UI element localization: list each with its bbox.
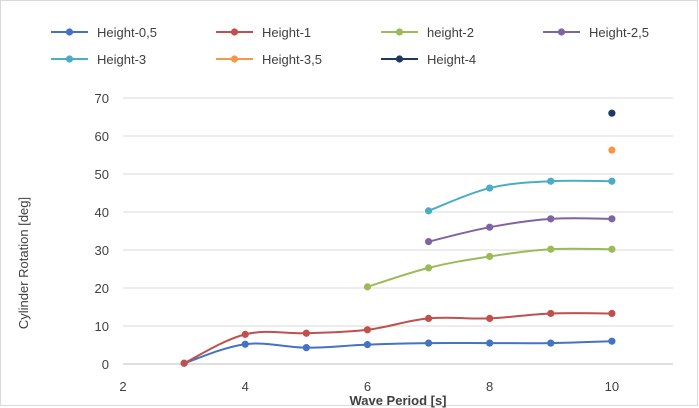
data-point bbox=[608, 245, 616, 253]
legend: Height-0,5 Height-1 height-2 Height-2,5 Heig… bbox=[51, 25, 649, 67]
series-2 bbox=[180, 309, 616, 367]
series-7 bbox=[608, 109, 616, 117]
legend-label: Height-3 bbox=[97, 52, 146, 67]
data-point bbox=[363, 326, 372, 334]
legend-point-marker bbox=[395, 55, 404, 63]
x-axis-title: Wave Period [s] bbox=[349, 393, 446, 408]
data-point bbox=[547, 309, 555, 318]
legend-item: Height-3,5 bbox=[216, 52, 322, 67]
y-tick-label: 40 bbox=[95, 205, 109, 220]
legend-point-marker bbox=[395, 28, 404, 36]
data-point bbox=[424, 314, 433, 322]
data-point bbox=[547, 245, 555, 253]
data-point bbox=[424, 207, 433, 215]
series-line bbox=[183, 312, 612, 365]
data-point bbox=[363, 283, 372, 291]
data-point bbox=[486, 339, 494, 347]
x-tick-label: 8 bbox=[486, 379, 493, 394]
data-point bbox=[547, 177, 555, 185]
data-point bbox=[424, 264, 433, 272]
axes: 0 10 20 30 40 50 60 70 2 4 6 8 10 bbox=[95, 91, 673, 394]
data-point bbox=[547, 339, 555, 347]
data-point bbox=[608, 309, 616, 318]
data-point bbox=[608, 177, 616, 185]
legend-item: Height-4 bbox=[381, 52, 476, 67]
y-tick-label: 0 bbox=[102, 357, 109, 372]
legend-label: Height-2,5 bbox=[589, 25, 649, 40]
data-point bbox=[608, 337, 616, 345]
data-point bbox=[363, 341, 372, 349]
y-tick-label: 10 bbox=[95, 319, 109, 334]
data-point bbox=[608, 146, 616, 154]
y-tick-label: 50 bbox=[95, 167, 109, 182]
legend-item: Height-0,5 bbox=[51, 25, 157, 40]
data-point bbox=[547, 215, 555, 223]
legend-item: Height-3 bbox=[51, 52, 146, 67]
y-axis-title: Cylinder Rotation [deg] bbox=[16, 197, 31, 329]
legend-point-marker bbox=[65, 28, 74, 36]
series-5 bbox=[424, 177, 616, 215]
series-6 bbox=[608, 146, 616, 154]
x-tick-label: 4 bbox=[242, 379, 249, 394]
x-tick-label: 2 bbox=[119, 379, 126, 394]
legend-point-marker bbox=[230, 55, 239, 63]
data-point bbox=[608, 109, 616, 117]
data-point bbox=[241, 340, 249, 348]
gridlines bbox=[123, 97, 673, 327]
data-point bbox=[241, 330, 249, 338]
legend-label: Height-4 bbox=[427, 52, 476, 67]
data-point bbox=[302, 329, 310, 337]
legend-label: height-2 bbox=[427, 25, 474, 40]
legend-item: Height-1 bbox=[216, 25, 311, 40]
data-point bbox=[608, 215, 616, 223]
series-4 bbox=[424, 215, 616, 246]
data-point bbox=[486, 223, 494, 231]
data-point bbox=[486, 184, 494, 192]
y-tick-label: 70 bbox=[95, 91, 109, 106]
legend-item: height-2 bbox=[381, 25, 474, 40]
legend-label: Height-3,5 bbox=[262, 52, 322, 67]
y-tick-label: 60 bbox=[95, 129, 109, 144]
series-line bbox=[428, 217, 612, 243]
series-3 bbox=[363, 245, 616, 291]
legend-point-marker bbox=[230, 28, 239, 36]
data-point bbox=[424, 238, 433, 246]
y-tick-label: 30 bbox=[95, 243, 109, 258]
legend-point-marker bbox=[65, 55, 74, 63]
x-tick-label: 10 bbox=[605, 379, 619, 394]
series-layer bbox=[180, 109, 616, 367]
y-tick-label: 20 bbox=[95, 281, 109, 296]
legend-point-marker bbox=[557, 28, 566, 36]
data-point bbox=[180, 359, 188, 367]
legend-label: Height-0,5 bbox=[97, 25, 157, 40]
x-tick-label: 6 bbox=[364, 379, 371, 394]
data-point bbox=[486, 314, 494, 322]
legend-label: Height-1 bbox=[262, 25, 311, 40]
legend-item: Height-2,5 bbox=[543, 25, 649, 40]
data-point bbox=[302, 344, 310, 352]
data-point bbox=[486, 252, 494, 261]
series-line bbox=[428, 179, 612, 212]
series-1 bbox=[180, 337, 616, 367]
data-point bbox=[424, 339, 433, 347]
